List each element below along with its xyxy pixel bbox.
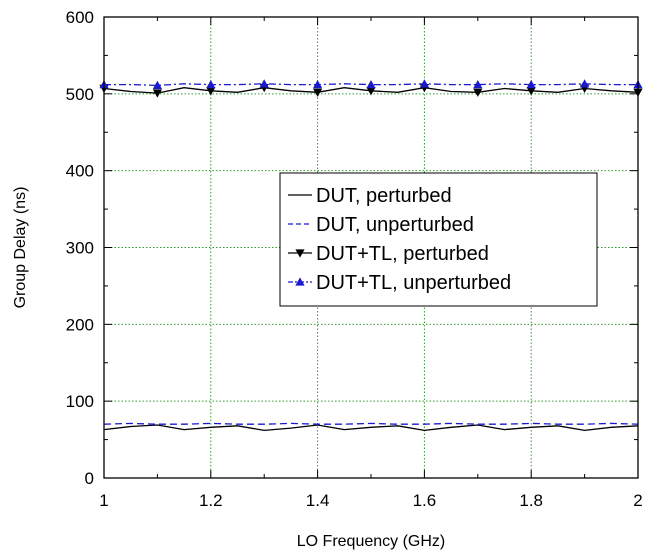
data-point: [152, 80, 162, 90]
y-tick-label: 600: [66, 8, 94, 27]
legend-label: DUT, unperturbed: [316, 214, 474, 236]
y-tick-label: 500: [66, 85, 94, 104]
y-tick-label: 200: [66, 315, 94, 334]
data-point: [152, 89, 162, 98]
legend: DUT, perturbed DUT, unperturbed DUT+TL, pe…: [279, 172, 598, 307]
x-tick-label: 1.8: [519, 491, 543, 510]
data-point: [419, 79, 429, 88]
legend-marker: [295, 249, 305, 258]
y-tick-label: 0: [85, 469, 94, 488]
x-tick-label: 1.6: [413, 491, 437, 510]
data-point: [526, 80, 536, 89]
y-tick-label: 300: [66, 239, 94, 258]
series-dut-tl-unperturbed: [99, 79, 643, 90]
data-point: [473, 80, 483, 89]
y-tick-label: 100: [66, 392, 94, 411]
x-axis-title: LO Frequency (GHz): [297, 533, 445, 550]
series-dut-perturbed: [103, 424, 639, 432]
legend-label: DUT+TL, perturbed: [316, 243, 489, 265]
data-point: [580, 79, 590, 88]
x-tick-label: 1.2: [199, 491, 223, 510]
x-tick-label: 1.4: [306, 491, 330, 510]
series-dut-unperturbed: [103, 422, 639, 425]
series-line: [103, 424, 639, 432]
legend-marker: [295, 277, 305, 286]
series-line: [104, 83, 638, 87]
axis-ticks: [103, 16, 639, 479]
data-point: [313, 88, 323, 97]
data-point: [206, 87, 216, 96]
legend-label: DUT+TL, unperturbed: [316, 272, 511, 294]
y-axis-title: Group Delay (ns): [12, 187, 29, 309]
x-tick-label: 1: [99, 491, 108, 510]
tick-labels: 0 100 200 300 400 500 600 1 1.2 1.4 1.6 1.8 2: [66, 8, 643, 510]
data-point: [313, 80, 323, 89]
legend-box: [279, 172, 598, 307]
data-point: [366, 80, 376, 89]
legend-label: DUT, perturbed: [316, 185, 452, 207]
series-layer: [99, 79, 643, 432]
data-point: [526, 87, 536, 96]
data-point: [473, 88, 483, 97]
series-line: [103, 422, 639, 425]
x-tick-label: 2: [633, 491, 642, 510]
data-point: [259, 79, 269, 88]
data-point: [366, 87, 376, 96]
data-point: [206, 80, 216, 89]
y-tick-label: 400: [66, 162, 94, 181]
